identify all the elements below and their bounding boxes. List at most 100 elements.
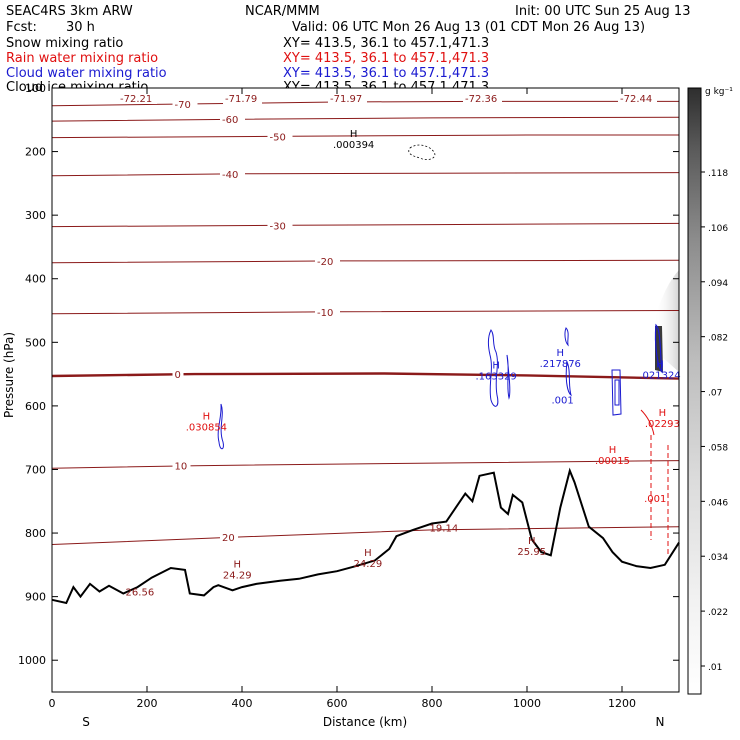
temp-contour-label-5: -20 xyxy=(317,257,333,268)
top-temp-label-3: -72.36 xyxy=(465,94,497,105)
colorbar: g kg⁻¹ .118 .106 .094 .082 .07 .058 .046 .034 .0… xyxy=(687,87,733,695)
x-tick-label-2: 400 xyxy=(232,697,253,710)
high-marker-1: H xyxy=(492,361,500,372)
snow-field-xy: XY= 413.5, 36.1 to 457.1,471.3 xyxy=(283,36,490,51)
x-tick-label-4: 800 xyxy=(422,697,443,710)
colorbar-tick-label-4: .07 xyxy=(708,389,722,399)
high-value-2: .217876 xyxy=(540,359,581,370)
y-axis-label: Pressure (hPa) xyxy=(2,332,16,418)
top-temp-label-4: -72.44 xyxy=(620,94,652,105)
fcst-label: Fcst: xyxy=(6,20,37,35)
temp-contour-label-2: -50 xyxy=(270,132,286,143)
temp-contour-label-0: -70 xyxy=(175,100,191,111)
high-value-8: 24.29 xyxy=(354,559,383,570)
colorbar-ramp xyxy=(687,87,702,695)
colorbar-tick-label-7: .034 xyxy=(708,553,728,563)
y-tick-label-0: 100 xyxy=(25,82,46,95)
temp-contour-2 xyxy=(51,134,679,139)
cloud-water-field-xy: XY= 413.5, 36.1 to 457.1,471.3 xyxy=(283,66,490,81)
plot-background xyxy=(52,88,679,692)
y-tick-label-7: 800 xyxy=(25,527,46,540)
high-value-9: 25.95 xyxy=(517,547,546,558)
top-temp-label-bg-0 xyxy=(118,92,157,104)
high-marker-5: H xyxy=(609,445,617,456)
org-label: NCAR/MMM xyxy=(245,4,320,19)
high-value-4: .030854 xyxy=(186,422,227,433)
fcst-value: 30 h xyxy=(66,20,95,35)
high-marker-8: H xyxy=(364,548,372,559)
colorbar-tick-label-3: .082 xyxy=(708,334,728,344)
high-marker-6: H xyxy=(659,408,667,419)
colorbar-tick-label-9: .01 xyxy=(708,663,722,673)
colorbar-tick-label-6: .046 xyxy=(708,498,728,508)
temp-contour-3 xyxy=(51,172,680,177)
x-tick-label-3: 600 xyxy=(327,697,348,710)
temp-label-bg-8 xyxy=(172,460,191,472)
point-label-2: .001 xyxy=(551,396,573,407)
high-marker-9: H xyxy=(528,536,536,547)
high-value-1: .163329 xyxy=(475,372,516,383)
model-title: SEAC4RS 3km ARW xyxy=(6,4,133,19)
rain-field-name: Rain water mixing ratio xyxy=(6,51,159,66)
point-label-3: .001 xyxy=(644,494,666,505)
valid-label: Valid: 06 UTC Mon 26 Aug 13 (01 CDT Mon … xyxy=(292,20,646,35)
temp-contour-7 xyxy=(51,372,680,380)
temp-contour-label-6: -10 xyxy=(317,308,333,319)
snow-field-name: Snow mixing ratio xyxy=(6,36,124,51)
top-temp-label-1: -71.79 xyxy=(225,94,257,105)
high-marker-0: H xyxy=(350,129,358,140)
temp-contour-4 xyxy=(51,222,680,228)
top-temp-label-bg-1 xyxy=(223,92,262,104)
y-tick-label-9: 1000 xyxy=(18,654,46,667)
y-tick-label-2: 300 xyxy=(25,209,46,222)
temp-label-bg-0 xyxy=(172,98,198,110)
top-temp-label-0: -72.21 xyxy=(120,94,152,105)
x-tick-label-5: 1000 xyxy=(513,697,541,710)
high-value-6: .02293 xyxy=(645,419,680,430)
high-marker-2: H xyxy=(556,348,564,359)
rain-field-xy: XY= 413.5, 36.1 to 457.1,471.3 xyxy=(283,51,490,66)
temp-contour-label-3: -40 xyxy=(222,170,238,181)
colorbar-unit: g kg⁻¹ xyxy=(705,87,733,97)
temp-label-bg-4 xyxy=(267,220,293,232)
terrain-line xyxy=(51,467,680,605)
high-value-3: .021324 xyxy=(639,370,680,381)
colorbar-tick-label-5: .058 xyxy=(708,443,728,453)
y-tick-label-1: 200 xyxy=(25,146,46,159)
x-tick-label-1: 200 xyxy=(137,697,158,710)
colorbar-tick-label-1: .106 xyxy=(708,224,728,234)
temp-label-bg-9 xyxy=(220,531,238,543)
temp-contour-8 xyxy=(51,460,680,469)
temperature-contours: -70 -60 -50 -40 -30 -20 -10 0 10 20 -72.21 -71.79 -7… xyxy=(51,92,680,545)
rain-water-contours xyxy=(640,409,669,555)
temp-label-bg-5 xyxy=(315,255,340,267)
point-label-0: 26.56 xyxy=(126,588,155,599)
temp-label-bg-3 xyxy=(220,168,245,180)
cloud-water-contours xyxy=(217,144,663,450)
x-tick-label-6: 1200 xyxy=(608,697,636,710)
high-marker-4: H xyxy=(203,411,211,422)
high-value-5: .00015 xyxy=(595,456,630,467)
y-tick-label-8: 900 xyxy=(25,591,46,604)
x-axis-label: Distance (km) xyxy=(323,715,407,729)
y-tick-label-4: 500 xyxy=(25,336,46,349)
y-tick-label-3: 400 xyxy=(25,273,46,286)
temp-contour-label-4: -30 xyxy=(270,221,286,232)
colorbar-tick-label-2: .094 xyxy=(708,279,728,289)
direction-south: S xyxy=(82,715,90,729)
y-tick-label-5: 600 xyxy=(25,400,46,413)
temp-label-bg-2 xyxy=(267,131,293,143)
y-tick-label-6: 700 xyxy=(25,463,46,476)
top-temp-label-2: -71.97 xyxy=(330,94,362,105)
top-temp-label-bg-3 xyxy=(463,92,502,104)
high-value-7: 24.29 xyxy=(223,571,252,582)
colorbar-tick-label-0: .118 xyxy=(708,169,728,179)
temp-contour-label-7: 0 xyxy=(175,370,181,381)
direction-north: N xyxy=(656,715,665,729)
point-label-1: 19.14 xyxy=(430,523,459,534)
x-tick-label-0: 0 xyxy=(49,697,56,710)
high-value-0: .000394 xyxy=(333,140,374,151)
y-axis: 100 200 300 400 500 600 700 800 900 1000 xyxy=(18,82,679,667)
